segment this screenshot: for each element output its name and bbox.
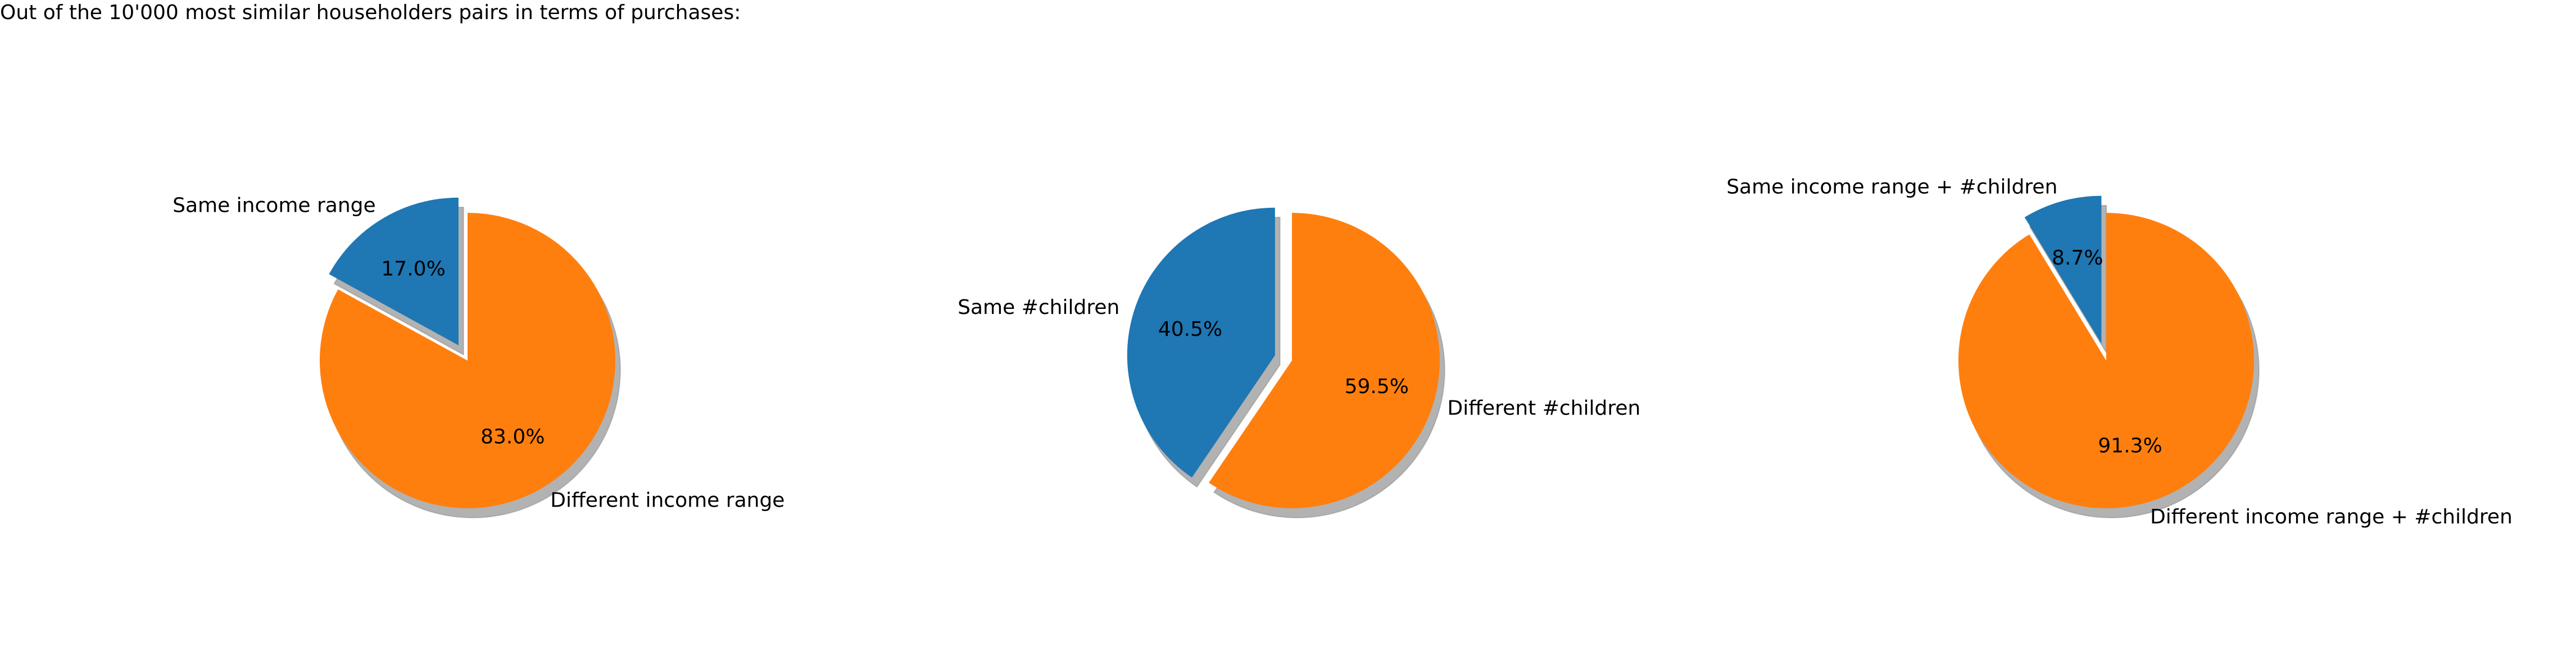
pie-pct-label: 83.0%: [480, 425, 545, 448]
pie-slice-label: Same income range + #children: [1726, 176, 2057, 199]
pie-pct-label: 91.3%: [2098, 434, 2162, 457]
figure-title: Out of the 10'000 most similar household…: [0, 1, 741, 24]
pie-slice-label: Different income range: [550, 489, 784, 512]
pie-slice-different: [1209, 213, 1440, 508]
pie-slice-same: [2024, 195, 2102, 344]
pie-slice-same: [329, 197, 459, 345]
pie-chart-3: 8.7% Same income range + #children 91.3% Di…: [1726, 176, 2512, 529]
pie-slice-different: [320, 213, 616, 508]
pie-slice-same: [1127, 207, 1275, 478]
pie-pct-label: 40.5%: [1158, 318, 1222, 341]
pie-pct-label: 59.5%: [1345, 375, 1409, 398]
pie-chart-2: 40.5% Same #children 59.5% Different #child…: [958, 207, 1641, 518]
pie-slice-different: [1958, 213, 2254, 508]
pie-pct-label: 8.7%: [2052, 247, 2103, 270]
pie-slice-label: Same #children: [958, 296, 1119, 319]
pie-chart-1: 17.0% Same income range 83.0% Different inc…: [173, 194, 784, 518]
pie-slice-label: Different #children: [1448, 397, 1641, 420]
pie-pct-label: 17.0%: [381, 258, 445, 281]
pie-slice-label: Different income range + #children: [2150, 505, 2512, 528]
pie-slice-label: Same income range: [173, 194, 376, 217]
